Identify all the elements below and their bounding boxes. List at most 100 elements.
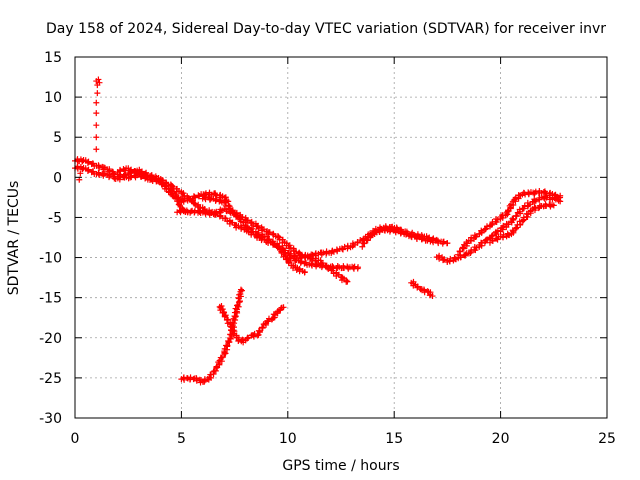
data-point <box>138 172 145 179</box>
data-point <box>106 172 113 179</box>
data-point <box>275 233 282 240</box>
data-point <box>138 170 145 177</box>
data-point <box>260 226 267 233</box>
data-point <box>245 334 252 341</box>
data-point <box>473 233 480 240</box>
data-point <box>426 234 433 241</box>
data-point <box>149 175 156 182</box>
series-trace-k <box>486 201 557 246</box>
series-early-spike <box>76 76 103 183</box>
data-point <box>222 215 229 222</box>
data-point <box>478 227 485 234</box>
data-point <box>425 235 432 242</box>
data-point <box>414 283 421 290</box>
data-point <box>433 236 440 243</box>
data-point <box>181 195 188 202</box>
data-point <box>512 212 519 219</box>
data-point <box>175 195 182 202</box>
data-point <box>276 246 283 253</box>
data-point <box>266 229 273 236</box>
data-point <box>298 258 305 265</box>
y-tick-label: -25 <box>39 371 62 387</box>
data-point <box>95 162 102 169</box>
chart-title: Day 158 of 2024, Sidereal Day-to-day VTE… <box>46 21 606 37</box>
data-point <box>368 231 375 238</box>
data-point <box>288 250 295 257</box>
data-point <box>543 202 550 209</box>
data-point <box>93 146 100 153</box>
data-point <box>287 257 294 264</box>
data-point <box>270 311 277 318</box>
data-point <box>429 293 436 300</box>
plot-frame <box>74 56 608 419</box>
data-point <box>93 134 100 141</box>
data-point <box>532 197 539 204</box>
data-point <box>94 90 101 97</box>
data-point <box>309 262 316 269</box>
data-point <box>258 324 265 331</box>
y-tick-label: -15 <box>39 291 62 307</box>
series-trace-g <box>359 223 440 250</box>
y-tick-label: 15 <box>44 50 62 66</box>
data-point <box>85 158 92 165</box>
y-tick-label: -5 <box>48 210 62 226</box>
data-point <box>394 225 401 232</box>
data-point <box>192 194 199 201</box>
data-point <box>309 251 316 258</box>
data-point <box>226 220 233 227</box>
data-point <box>280 304 287 311</box>
x-tick-label: 10 <box>279 431 297 447</box>
series-trace-b <box>72 163 308 276</box>
data-point <box>183 207 190 214</box>
y-axis-title: SDTVAR / TECUs <box>6 181 22 296</box>
data-point <box>329 263 336 270</box>
data-point <box>363 236 370 243</box>
data-point <box>223 317 230 324</box>
data-point <box>500 222 507 229</box>
series-trace-f <box>284 254 362 272</box>
data-point <box>513 225 520 232</box>
data-point <box>467 249 474 256</box>
ticks: -30 -25 -20 -15 -10 -5 0 5 10 15 0 5 10 15 20 25 <box>39 50 616 447</box>
data-point <box>96 172 103 179</box>
series-trace-c <box>114 165 232 205</box>
x-tick-label: 0 <box>71 431 80 447</box>
data-point <box>93 78 100 85</box>
data-point <box>424 288 431 295</box>
data-point <box>244 335 251 342</box>
data-point <box>494 216 501 223</box>
data-point <box>516 206 523 213</box>
data-point <box>482 226 489 233</box>
data-point <box>488 221 495 228</box>
data-point <box>441 256 448 263</box>
data-point <box>489 237 496 244</box>
data-point <box>93 99 100 106</box>
data-point <box>188 208 195 215</box>
y-tick-label: 5 <box>53 130 62 146</box>
data-point <box>225 206 232 213</box>
y-tick-label: -30 <box>39 411 62 427</box>
data-point <box>510 216 517 223</box>
y-tick-label: -10 <box>39 251 62 267</box>
data-point <box>236 291 243 298</box>
data-point <box>264 318 271 325</box>
data-point <box>225 339 232 346</box>
x-tick-label: 20 <box>492 431 510 447</box>
data-point <box>333 273 340 280</box>
data-point <box>473 244 480 251</box>
data-point <box>505 221 512 228</box>
data-point <box>296 266 303 273</box>
data-point <box>128 166 135 173</box>
data-point <box>85 166 92 173</box>
x-tick-label: 15 <box>385 431 403 447</box>
data-point <box>244 217 251 224</box>
data-point <box>420 286 427 293</box>
data-point <box>201 378 208 385</box>
data-point <box>176 208 183 215</box>
data-point <box>255 232 262 239</box>
series-trace-h <box>408 278 436 300</box>
data-point <box>193 374 200 381</box>
data-point <box>230 331 237 338</box>
data-layer <box>72 76 564 386</box>
